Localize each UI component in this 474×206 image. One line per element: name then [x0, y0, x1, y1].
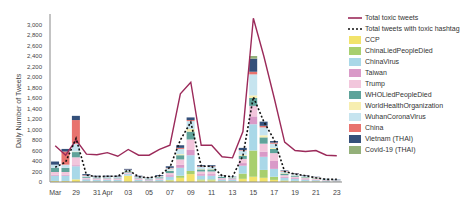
svg-text:2,800: 2,800 [27, 32, 43, 38]
html-text:WHOLiedPeopleDied: WHOLiedPeopleDied [365, 91, 432, 98]
svg-text:2,400: 2,400 [27, 53, 43, 59]
svg-text:800: 800 [32, 137, 43, 143]
html-text:Covid-19 (THAI): Covid-19 (THAI) [365, 146, 416, 153]
svg-text:09: 09 [187, 189, 195, 196]
html-text:WuhanCoronaVirus: WuhanCoronaVirus [365, 113, 426, 120]
svg-text:31: 31 [93, 189, 101, 196]
svg-text:2,000: 2,000 [27, 74, 43, 80]
svg-text:03: 03 [124, 189, 132, 196]
html-text:WorldHealthOrganization: WorldHealthOrganization [365, 102, 444, 109]
svg-text:19: 19 [291, 189, 299, 196]
html-text:China: China [365, 124, 384, 131]
svg-text:17: 17 [270, 189, 278, 196]
svg-text:3,000: 3,000 [27, 22, 43, 28]
svg-text:15: 15 [249, 189, 257, 196]
svg-text:1,600: 1,600 [27, 95, 43, 101]
html-text:Vietnam (THAI): Vietnam (THAI) [365, 135, 414, 142]
html-text:Taiwan: Taiwan [365, 69, 387, 76]
svg-text:200: 200 [32, 169, 43, 175]
html-text:Trump: Trump [365, 80, 385, 87]
svg-text:13: 13 [229, 189, 237, 196]
svg-text:2,600: 2,600 [27, 43, 43, 49]
svg-text:400: 400 [32, 158, 43, 164]
svg-text:2,200: 2,200 [27, 64, 43, 70]
svg-text:Mar: Mar [49, 189, 62, 196]
svg-text:0: 0 [39, 179, 43, 185]
svg-text:07: 07 [166, 189, 174, 196]
svg-text:29: 29 [72, 189, 80, 196]
html-text:ChinaLiedPeopleDied: ChinaLiedPeopleDied [365, 47, 433, 54]
svg-text:Daily Number of Tweets: Daily Number of Tweets [15, 73, 23, 148]
svg-text:21: 21 [312, 189, 320, 196]
svg-text:1,000: 1,000 [27, 127, 43, 133]
html-text:ChinaVirus: ChinaVirus [365, 58, 400, 65]
svg-text:23: 23 [333, 189, 341, 196]
svg-text:600: 600 [32, 148, 43, 154]
svg-text:1,200: 1,200 [27, 116, 43, 122]
svg-text:Apr: Apr [102, 189, 114, 197]
html-text:CCP: CCP [365, 36, 380, 43]
svg-text:1,400: 1,400 [27, 106, 43, 112]
html-text:Total toxic tweets: Total toxic tweets [365, 14, 419, 21]
svg-text:11: 11 [208, 189, 215, 196]
svg-text:05: 05 [145, 189, 153, 196]
html-text:Total tweets with toxic hashta: Total tweets with toxic hashtag [365, 25, 460, 32]
svg-text:1,800: 1,800 [27, 85, 43, 91]
